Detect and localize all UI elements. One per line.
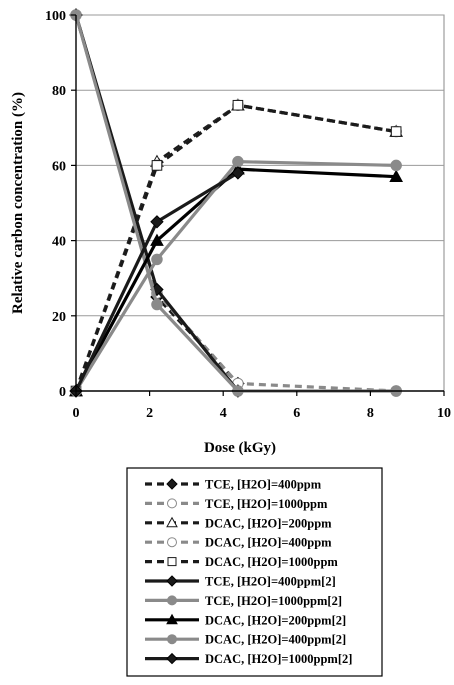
- legend-label: DCAC, [H2O]=200ppm: [205, 516, 332, 530]
- legend-label: TCE, [H2O]=1000ppm: [205, 497, 328, 511]
- y-axis-title: Relative carbon concentration (%): [10, 92, 26, 314]
- legend-item: DCAC, [H2O]=200ppm[2]: [145, 613, 346, 627]
- legend-swatch-marker: [167, 537, 177, 548]
- y-tick-label: 40: [52, 235, 66, 250]
- data-point: [232, 99, 244, 111]
- legend-label: DCAC, [H2O]=400ppm[2]: [205, 633, 346, 647]
- legend-item: DCAC, [H2O]=400ppm: [145, 536, 332, 550]
- series-line: [74, 103, 397, 392]
- legend-swatch-marker: [167, 498, 177, 509]
- legend-item: DCAC, [H2O]=1000ppm[2]: [145, 652, 352, 666]
- series-10: [69, 166, 245, 398]
- data-point: [151, 298, 163, 311]
- data-point: [231, 166, 245, 180]
- data-point: [390, 126, 402, 137]
- y-tick-label: 60: [52, 159, 66, 174]
- data-point: [390, 159, 402, 172]
- x-tick-label: 6: [293, 406, 300, 421]
- legend-swatch-marker: [167, 634, 177, 645]
- legend-label: TCE, [H2O]=400ppm[2]: [205, 575, 336, 589]
- x-tick-label: 0: [73, 406, 80, 421]
- series-line: [74, 167, 397, 392]
- data-point: [150, 233, 164, 246]
- legend-item: TCE, [H2O]=400ppm: [145, 478, 322, 492]
- legend-swatch-marker: [166, 516, 178, 528]
- series-layer: [69, 8, 404, 398]
- legend-swatch-marker: [166, 478, 178, 490]
- legend-label: DCAC, [H2O]=1000ppm[2]: [205, 652, 352, 666]
- legend-swatch-marker: [166, 652, 178, 665]
- data-point: [151, 160, 163, 171]
- legend-label: TCE, [H2O]=1000ppm[2]: [205, 594, 342, 608]
- legend-item: DCAC, [H2O]=1000ppm: [145, 555, 338, 569]
- legend-label: TCE, [H2O]=400ppm: [205, 478, 322, 492]
- legend-item: DCAC, [H2O]=200ppm: [145, 516, 332, 530]
- legend: TCE, [H2O]=400ppm TCE, [H2O]=1000ppm DCAC,…: [126, 467, 383, 677]
- legend-swatch-marker: [166, 613, 178, 625]
- data-point: [389, 169, 404, 182]
- x-axis-title: Dose (kGy): [204, 440, 276, 456]
- axes-layer: 0 20 40 60 80 100 0 2 4 6 8 10: [45, 9, 451, 421]
- data-point: [151, 253, 163, 266]
- legend-item: DCAC, [H2O]=400ppm[2]: [145, 633, 346, 647]
- y-tick-label: 20: [52, 310, 66, 325]
- y-tick-label: 80: [52, 84, 66, 99]
- data-point: [150, 215, 164, 229]
- y-tick-label: 100: [45, 9, 66, 24]
- x-tick-label: 4: [220, 406, 227, 421]
- x-tick-label: 10: [437, 406, 451, 421]
- legend-swatch-marker: [167, 595, 177, 606]
- x-tick-label: 8: [367, 406, 374, 421]
- legend-label: DCAC, [H2O]=1000ppm: [205, 555, 338, 569]
- legend-item: TCE, [H2O]=400ppm[2]: [145, 575, 336, 589]
- data-point: [232, 155, 244, 168]
- x-tick-label: 2: [146, 406, 153, 421]
- legend-swatch-marker: [167, 557, 177, 567]
- legend-label: DCAC, [H2O]=400ppm: [205, 536, 332, 550]
- legend-label: DCAC, [H2O]=200ppm[2]: [205, 613, 346, 627]
- legend-item: TCE, [H2O]=1000ppm[2]: [145, 594, 342, 608]
- plot-frame: [75, 14, 445, 392]
- legend-item: TCE, [H2O]=1000ppm: [145, 497, 328, 511]
- y-tick-label: 0: [59, 385, 66, 400]
- legend-swatch-marker: [166, 575, 178, 587]
- series-line: [74, 160, 397, 392]
